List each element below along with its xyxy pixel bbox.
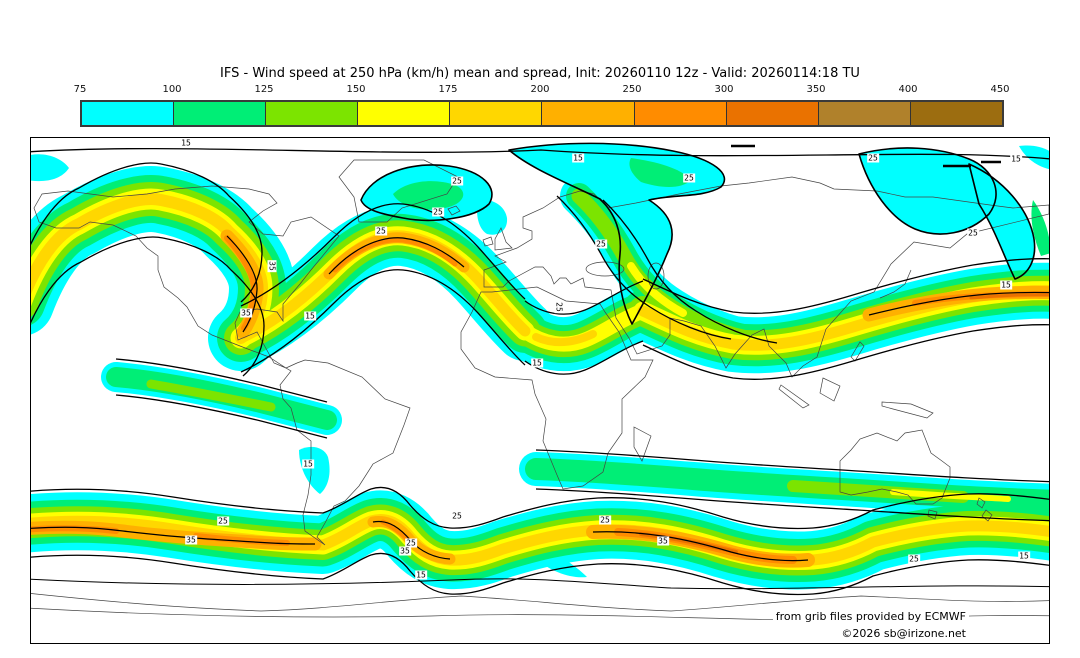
contour-label: 15: [1010, 154, 1022, 164]
contour-label: 25: [908, 554, 920, 564]
colorbar-segment: [173, 102, 266, 125]
coast-caspian-sea: [647, 262, 665, 290]
colorbar-segment: [357, 102, 450, 125]
contour-label: 35: [240, 308, 252, 318]
colorbar-tick-label: 400: [898, 84, 918, 95]
colorbar-tick-label: 150: [346, 84, 366, 95]
contour-label: 15: [415, 570, 427, 580]
coast-greenland: [338, 159, 459, 223]
colorbar-segment: [541, 102, 634, 125]
contour-label: 35: [267, 260, 277, 272]
coastline-layer: [31, 159, 1049, 621]
contour-label: 25: [405, 538, 417, 548]
colorbar-segment: [633, 102, 726, 125]
contour-label: 15: [1018, 551, 1030, 561]
map-canvas: [31, 138, 1049, 643]
contour-label: 25: [451, 511, 463, 521]
spread-contour-layer: [31, 142, 1049, 596]
colorbar-segment: [82, 102, 174, 125]
coast-eurasia: [483, 176, 1049, 378]
contour-label: 35: [657, 536, 669, 546]
colorbar-tick-label: 300: [714, 84, 734, 95]
colorbar-segment: [909, 102, 1002, 125]
contour-label: 15: [180, 138, 192, 148]
jet-band-gold: [31, 199, 1049, 561]
contour-label: 25: [554, 301, 564, 313]
contour-label: 25: [451, 176, 463, 186]
colorbar-tick-label: 100: [162, 84, 182, 95]
contour-label: 25: [599, 515, 611, 525]
colorbar-tick-label: 75: [73, 84, 87, 95]
contour-label: 25: [375, 226, 387, 236]
colorbar: [80, 100, 1004, 127]
coast-new-zealand-north: [976, 497, 986, 509]
coast-sumatra: [778, 384, 810, 409]
colorbar-segment: [817, 102, 910, 125]
coast-japan: [879, 269, 912, 299]
world-wind-map: 15 25 25 25 15 25 25 25 15 35 35 15 25 15 25 15 25 35 25 25…: [30, 137, 1050, 644]
coast-ireland: [482, 236, 494, 247]
contour-label: 15: [302, 459, 314, 469]
attribution-copyright: ©2026 sb@irizone.net: [838, 627, 969, 640]
coast-south-america: [279, 359, 411, 546]
colorbar-ticks: 75 100 125 150 175 200 250 300 350 400 450: [74, 84, 1010, 98]
coast-philippines: [850, 341, 865, 362]
coast-britain: [494, 227, 513, 251]
coast-new-guinea: [881, 401, 934, 419]
colorbar-segment: [265, 102, 358, 125]
coast-australia: [839, 429, 951, 505]
cyan-fill-layer: [31, 143, 1049, 578]
coast-antarctica: [31, 593, 1049, 612]
page-title: IFS - Wind speed at 250 hPa (km/h) mean …: [220, 66, 860, 81]
contour-label: 25: [967, 228, 979, 238]
contour-label: 35: [185, 535, 197, 545]
contour-label: 25: [432, 207, 444, 217]
colorbar-tick-label: 175: [438, 84, 458, 95]
contour-label: 15: [1000, 280, 1012, 290]
jet-band-yellow: [31, 199, 1049, 561]
contour-label: 35: [399, 546, 411, 556]
colorbar-tick-label: 350: [806, 84, 826, 95]
attribution-source: from grib files provided by ECMWF: [772, 610, 969, 623]
colorbar-tick-label: 450: [990, 84, 1010, 95]
contour-label: 15: [572, 153, 584, 163]
contour-label: 25: [867, 153, 879, 163]
colorbar-tick-label: 200: [530, 84, 550, 95]
contour-label: 15: [531, 358, 543, 368]
coast-new-zealand-south: [981, 509, 993, 522]
green-fill-layer: [393, 158, 1049, 256]
coast-africa: [460, 286, 654, 490]
coast-madagascar: [633, 426, 652, 462]
colorbar-tick-label: 250: [622, 84, 642, 95]
colorbar-tick-label: 125: [254, 84, 274, 95]
contour-label: 25: [683, 173, 695, 183]
colorbar-segment: [725, 102, 818, 125]
coast-iceland: [447, 205, 461, 216]
coast-borneo: [819, 377, 841, 402]
colorbar-segment: [449, 102, 542, 125]
contour-label: 25: [217, 516, 229, 526]
contour-label: 15: [304, 311, 316, 321]
contour-label: 25: [595, 239, 607, 249]
